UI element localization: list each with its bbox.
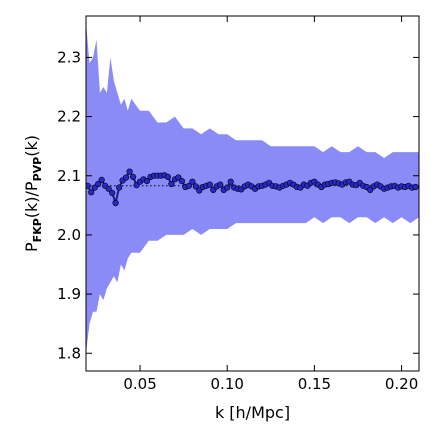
- y-axis-label: PFKP(k)/PPVP(k): [22, 135, 44, 252]
- y-tick-label: 2.1: [57, 167, 81, 185]
- data-point: [217, 181, 224, 188]
- y-axis-label-prefix: P: [22, 242, 41, 252]
- plot-frame: [85, 15, 420, 372]
- data-point: [98, 176, 105, 183]
- y-tick-label: 2.2: [57, 108, 81, 126]
- data-point: [224, 184, 231, 191]
- data-point: [412, 183, 419, 191]
- data-point: [105, 185, 112, 192]
- data-point: [192, 183, 199, 190]
- data-point: [143, 178, 151, 185]
- y-axis-label-suffix: (k): [22, 135, 41, 157]
- data-point: [86, 182, 91, 189]
- data-point: [88, 189, 95, 196]
- x-tick-label: 0.05: [123, 375, 156, 393]
- tick-layer: 0.05 0.10 0.15 0.20 1.8 1.9 2.0 2.1 2.2 2.3: [57, 16, 419, 393]
- y-axis-label-sub1: FKP: [31, 218, 44, 242]
- data-point: [126, 168, 133, 175]
- data-point: [227, 178, 234, 185]
- y-axis-label-sub2: PVP: [31, 157, 44, 182]
- data-point: [130, 173, 137, 180]
- x-tick-label: 0.20: [385, 375, 418, 393]
- data-point: [189, 178, 196, 185]
- data-point: [164, 173, 171, 180]
- y-tick-label: 2.3: [57, 48, 81, 66]
- x-axis-label: k [h/Mpc]: [215, 403, 290, 422]
- series-marker-layer: [86, 168, 419, 207]
- data-point: [206, 181, 213, 188]
- data-point: [109, 189, 116, 196]
- data-point: [168, 180, 175, 188]
- y-axis-label-mid: (k)/P: [22, 181, 41, 218]
- y-tick-label: 2.0: [57, 226, 81, 244]
- y-tick-label: 1.8: [57, 344, 81, 362]
- data-point: [122, 174, 130, 181]
- data-point: [95, 180, 102, 188]
- data-point: [178, 178, 185, 185]
- data-point: [185, 182, 192, 189]
- data-point: [112, 199, 119, 207]
- data-point: [115, 184, 123, 191]
- x-tick-label: 0.10: [211, 375, 244, 393]
- x-tick-label: 0.15: [298, 375, 331, 393]
- y-tick-label: 1.9: [57, 285, 81, 303]
